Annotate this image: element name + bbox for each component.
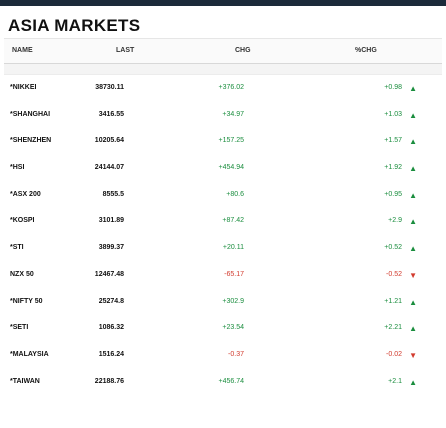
- triangle-up-icon: ▲: [409, 244, 417, 254]
- percent-change: +2.1: [388, 377, 402, 385]
- triangle-up-icon: ▲: [409, 164, 417, 174]
- triangle-up-icon: ▲: [409, 137, 417, 147]
- last-price: 38730.11: [95, 84, 124, 91]
- triangle-up-icon: ▲: [409, 110, 417, 120]
- header-divider: [4, 64, 442, 75]
- triangle-up-icon: ▲: [409, 84, 417, 93]
- last-price: 8555.5: [102, 190, 124, 198]
- table-row[interactable]: *KOSPI 3101.89 +87.42 +2.9 ▲: [4, 208, 442, 235]
- market-name[interactable]: *SETI: [10, 324, 29, 332]
- last-price: 1086.32: [98, 324, 124, 332]
- table-row[interactable]: *TAIWAN 22188.76 +456.74 +2.1 ▲: [4, 369, 442, 396]
- triangle-up-icon: ▲: [409, 190, 417, 200]
- market-name[interactable]: *STI: [10, 244, 24, 252]
- market-name[interactable]: *HSI: [10, 164, 25, 172]
- percent-change: +1.57: [384, 137, 402, 145]
- last-price: 12467.48: [94, 270, 124, 278]
- change-value: +23.54: [222, 324, 244, 332]
- triangle-down-icon: ▼: [409, 270, 417, 280]
- market-name[interactable]: *SHENZHEN: [10, 137, 52, 145]
- last-price: 22188.76: [94, 377, 124, 385]
- change-value: +454.94: [218, 164, 245, 172]
- change-value: +87.42: [222, 217, 244, 225]
- table-header: NAME LAST CHG %CHG: [4, 38, 442, 64]
- change-value: +34.97: [222, 110, 244, 118]
- percent-change: -0.02: [386, 350, 402, 358]
- market-name[interactable]: NZX 50: [10, 270, 34, 278]
- change-value: +80.6: [226, 190, 244, 198]
- market-name[interactable]: *ASX 200: [10, 190, 41, 198]
- column-header-pct[interactable]: %CHG: [355, 47, 377, 54]
- column-header-name[interactable]: NAME: [12, 47, 33, 54]
- table-row[interactable]: *SHANGHAI 3416.55 +34.97 +1.03 ▲: [4, 102, 442, 129]
- table-row[interactable]: *NIFTY 50 25274.8 +302.9 +1.21 ▲: [4, 289, 442, 316]
- last-price: 3416.55: [98, 110, 124, 118]
- change-value: -0.37: [228, 350, 244, 358]
- table-row[interactable]: *STI 3899.37 +20.11 +0.52 ▲: [4, 235, 442, 262]
- percent-change: +1.21: [384, 297, 402, 305]
- percent-change: +0.52: [384, 244, 402, 252]
- percent-change: +0.95: [384, 190, 402, 198]
- change-value: +157.25: [218, 137, 245, 145]
- market-name[interactable]: *SHANGHAI: [10, 110, 51, 118]
- table-row[interactable]: *MALAYSIA 1516.24 -0.37 -0.02 ▼: [4, 342, 442, 369]
- last-price: 1516.24: [98, 350, 124, 358]
- table-row[interactable]: *SHENZHEN 10205.64 +157.25 +1.57 ▲: [4, 128, 442, 155]
- change-value: +302.9: [222, 297, 244, 305]
- column-header-chg[interactable]: CHG: [235, 47, 251, 54]
- triangle-up-icon: ▲: [409, 297, 417, 307]
- change-value: -65.17: [224, 270, 244, 278]
- table-row[interactable]: NZX 50 12467.48 -65.17 -0.52 ▼: [4, 262, 442, 289]
- triangle-down-icon: ▼: [409, 350, 417, 360]
- market-name[interactable]: *NIKKEI: [10, 84, 37, 91]
- top-bar: [0, 0, 446, 6]
- change-value: +456.74: [218, 377, 245, 385]
- page-title: ASIA MARKETS: [8, 16, 141, 35]
- table-row[interactable]: *HSI 24144.07 +454.94 +1.92 ▲: [4, 155, 442, 182]
- last-price: 25274.8: [98, 297, 124, 305]
- percent-change: -0.52: [386, 270, 402, 278]
- last-price: 3899.37: [98, 244, 124, 252]
- percent-change: +1.92: [384, 164, 402, 172]
- market-table: *NIKKEI 38730.11 +376.02 +0.98 ▲ *SHANGHAI 341…: [0, 75, 446, 395]
- triangle-up-icon: ▲: [409, 377, 417, 387]
- market-name[interactable]: *NIFTY 50: [10, 297, 43, 305]
- triangle-up-icon: ▲: [409, 217, 417, 227]
- market-name[interactable]: *TAIWAN: [10, 377, 40, 385]
- percent-change: +1.03: [384, 110, 402, 118]
- last-price: 3101.89: [98, 217, 124, 225]
- percent-change: +2.9: [388, 217, 402, 225]
- change-value: +376.02: [218, 84, 245, 91]
- table-row[interactable]: *ASX 200 8555.5 +80.6 +0.95 ▲: [4, 182, 442, 209]
- last-price: 24144.07: [94, 164, 124, 172]
- market-name[interactable]: *MALAYSIA: [10, 350, 49, 358]
- percent-change: +0.98: [384, 84, 402, 91]
- table-row[interactable]: *SETI 1086.32 +23.54 +2.21 ▲: [4, 315, 442, 342]
- table-row[interactable]: *NIKKEI 38730.11 +376.02 +0.98 ▲: [4, 75, 442, 102]
- triangle-up-icon: ▲: [409, 324, 417, 334]
- column-header-last[interactable]: LAST: [116, 47, 135, 54]
- change-value: +20.11: [222, 244, 244, 252]
- percent-change: +2.21: [384, 324, 402, 332]
- market-name[interactable]: *KOSPI: [10, 217, 35, 225]
- last-price: 10205.64: [94, 137, 124, 145]
